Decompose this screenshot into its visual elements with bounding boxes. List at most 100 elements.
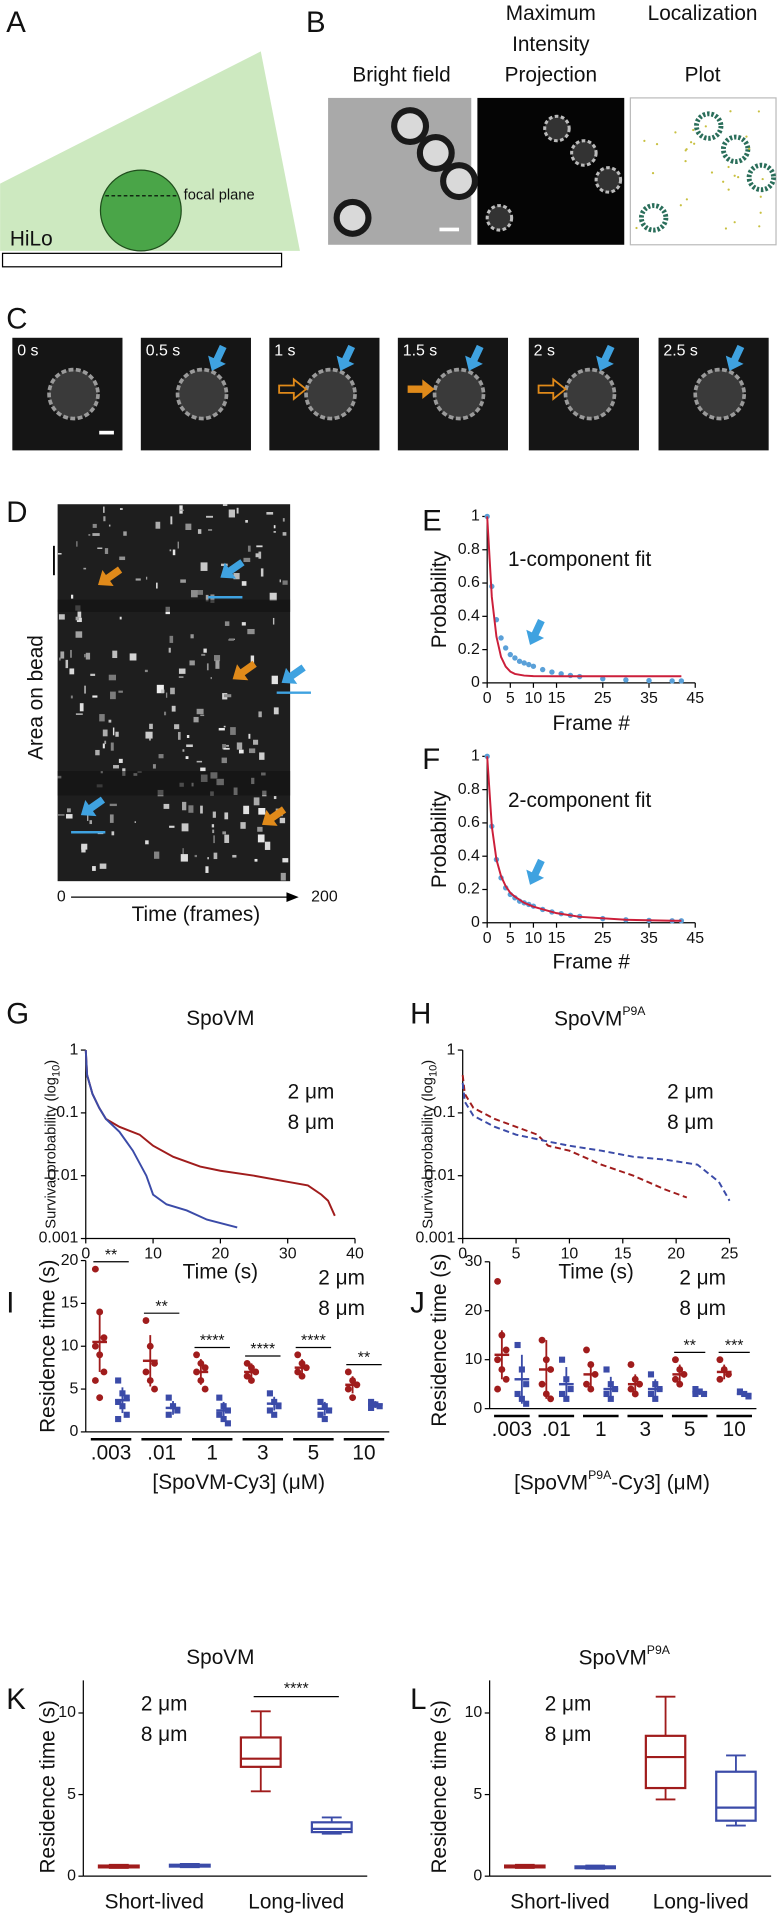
significance-label: **** xyxy=(200,1333,225,1350)
kymograph-streak xyxy=(238,749,244,754)
kymograph-streak xyxy=(182,801,187,811)
data-point xyxy=(669,678,675,684)
y-tick-label: 0 xyxy=(471,914,480,931)
kymograph-streak xyxy=(177,731,181,740)
localization-dot xyxy=(745,135,748,138)
y-tick-label: 0.01 xyxy=(424,1167,455,1184)
kymograph-streak xyxy=(193,716,199,723)
legend-entry: 2 μm xyxy=(141,1692,188,1715)
data-point xyxy=(716,1375,724,1383)
x-tick-label: 5 xyxy=(512,1246,521,1263)
x-tick-label: 5 xyxy=(506,690,515,707)
kymograph-streak xyxy=(205,594,209,602)
y-tick-label: 5 xyxy=(67,1786,76,1803)
data-point xyxy=(567,1386,574,1393)
data-point xyxy=(745,1393,752,1400)
data-point xyxy=(600,676,606,682)
kymograph-streak xyxy=(119,508,123,510)
frame-time: 2.5 s xyxy=(663,342,698,359)
kymograph-streak xyxy=(182,749,185,752)
significance-label: ** xyxy=(358,1350,370,1367)
x-tick-label: 15 xyxy=(548,690,566,707)
y-tick-label: 1 xyxy=(70,1041,79,1058)
legend-entry: 2 μm xyxy=(679,1266,726,1289)
kymograph-streak xyxy=(172,549,176,556)
data-point xyxy=(201,1385,209,1393)
data-point xyxy=(538,1380,546,1388)
x-tick-label: 10 xyxy=(525,930,543,947)
legend-entry: 2 μm xyxy=(288,1080,335,1103)
y-axis-label-text: Survival probability (log xyxy=(420,1077,436,1229)
localization-dot xyxy=(722,180,725,183)
x-tick-label: 10 xyxy=(525,690,543,707)
significance-label: *** xyxy=(725,1337,744,1354)
x-tick-label: .01 xyxy=(542,1418,571,1441)
localization-dot xyxy=(684,149,687,152)
kymograph-streak xyxy=(177,541,179,549)
kymograph-streak xyxy=(90,673,96,676)
localization-dot xyxy=(655,142,659,146)
blue-arrow xyxy=(80,796,106,817)
x-tick-label: 25 xyxy=(721,1246,739,1263)
data-point xyxy=(498,635,504,641)
data-point xyxy=(91,1342,99,1350)
x-tick-label: 20 xyxy=(212,1246,230,1263)
hilo-label: HiLo xyxy=(10,227,53,250)
kymograph-streak xyxy=(180,579,186,583)
data-point xyxy=(494,1385,502,1393)
y-tick-label: 0.1 xyxy=(56,1104,78,1121)
kymograph-streak xyxy=(79,703,84,712)
y-tick-label: 0 xyxy=(471,674,480,691)
y-axis-label-text: Survival probability (log xyxy=(43,1077,59,1229)
kymograph-streak xyxy=(112,727,115,736)
kymograph-streak xyxy=(211,824,215,828)
time-arrowhead xyxy=(286,892,299,902)
data-point xyxy=(344,1368,352,1376)
x-axis-label: [SpoVM-Cy3] (μM) xyxy=(152,1471,325,1494)
image-title: Maximum xyxy=(506,2,596,25)
blue-arrow xyxy=(526,858,545,885)
localization-dot xyxy=(759,211,762,214)
data-point xyxy=(91,1265,99,1273)
data-point xyxy=(678,678,685,684)
y-tick-label: 20 xyxy=(465,1302,483,1319)
kymograph-streak xyxy=(282,580,288,585)
kymograph-streak xyxy=(259,752,265,760)
kymograph-streak xyxy=(272,617,275,625)
kymograph-streak xyxy=(110,691,116,700)
kymograph-streak xyxy=(109,803,117,807)
kymograph-streak xyxy=(70,649,72,658)
y-tick-label: 0.2 xyxy=(458,641,480,658)
x-tick-label: 1 xyxy=(595,1418,607,1441)
localization-dot xyxy=(689,141,693,144)
bead-ring xyxy=(693,367,747,421)
kymograph-streak xyxy=(213,835,215,844)
y-tick-label: 1 xyxy=(471,748,480,765)
kymograph-streak xyxy=(99,863,107,869)
data-point xyxy=(558,1390,566,1398)
significance-label: ** xyxy=(105,1247,117,1264)
x-tick-label: 40 xyxy=(346,1246,364,1263)
kymograph-streak xyxy=(174,724,180,730)
kymograph-streak xyxy=(188,805,194,813)
y-tick-label: 0.4 xyxy=(458,847,480,864)
data-point xyxy=(716,1356,724,1364)
kymograph-streak xyxy=(196,708,204,715)
orange-arrow xyxy=(97,566,123,587)
y-tick-label: 0.001 xyxy=(416,1230,456,1247)
scale-bar xyxy=(99,430,114,435)
kymograph-streak xyxy=(182,848,184,857)
kymograph-streak xyxy=(186,734,190,738)
data-point xyxy=(526,661,532,668)
bead xyxy=(99,169,182,252)
y-axis-label-subscript: 10 xyxy=(50,1065,62,1077)
y-tick-label: 20 xyxy=(61,1252,79,1269)
image-title: Localization xyxy=(648,2,758,25)
image-title: Intensity xyxy=(512,33,590,56)
data-point xyxy=(266,1390,273,1397)
chart-title: SpoVM xyxy=(186,1646,254,1669)
kymograph-streak xyxy=(135,578,141,581)
x-axis-label-text-after: -Cy3] (μM) xyxy=(611,1471,710,1494)
data-point xyxy=(142,1368,150,1376)
kymograph-streak xyxy=(57,814,65,816)
